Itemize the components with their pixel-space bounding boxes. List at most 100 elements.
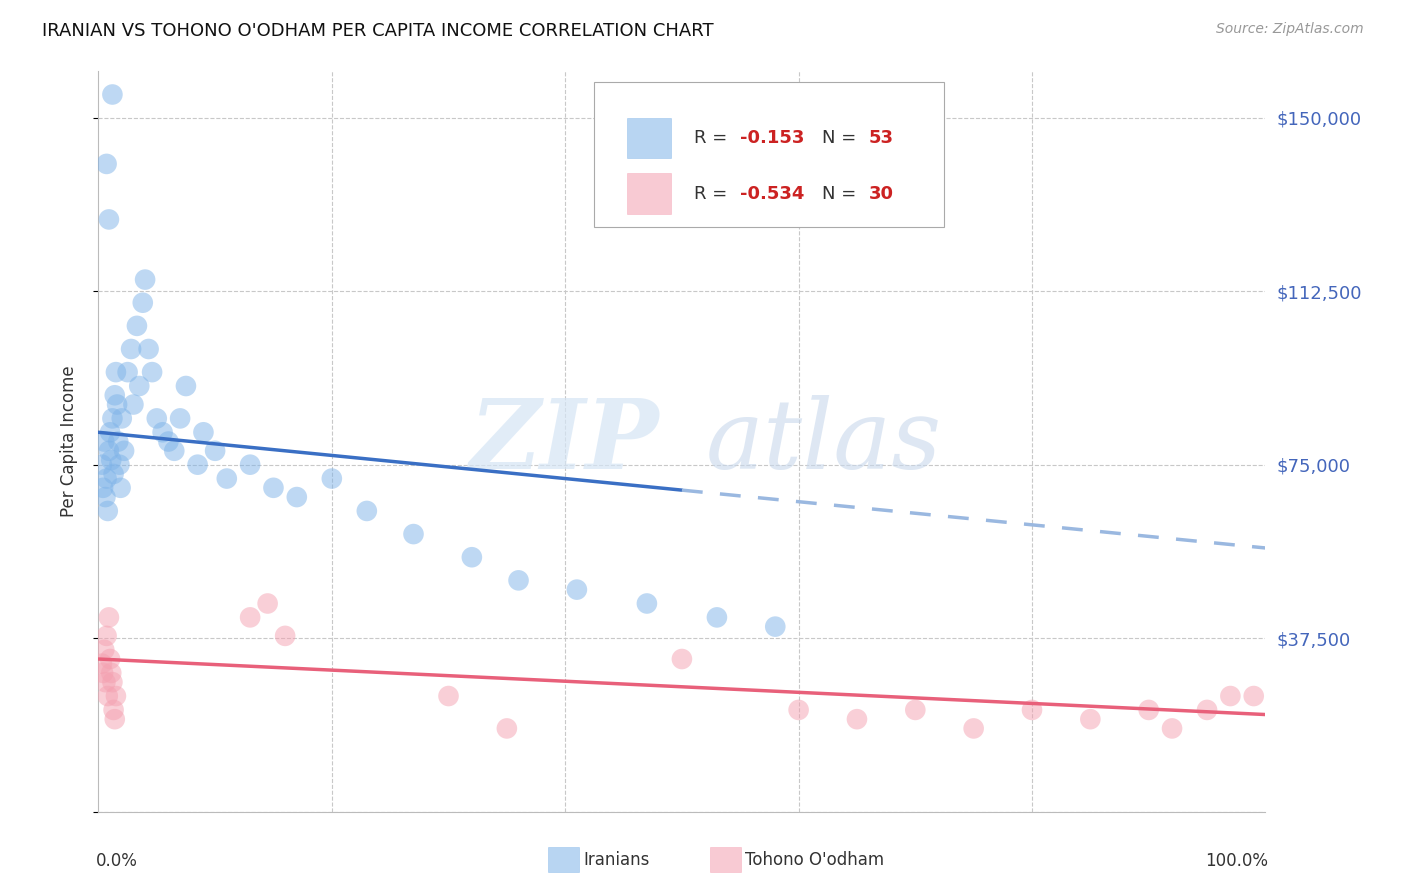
Text: atlas: atlas <box>706 394 942 489</box>
Point <box>239 610 262 624</box>
Point <box>1219 689 1241 703</box>
Point <box>134 272 156 286</box>
Point <box>706 610 728 624</box>
Point <box>120 342 142 356</box>
Point <box>152 425 174 440</box>
Point <box>904 703 927 717</box>
Point <box>138 342 160 356</box>
Point <box>508 574 530 588</box>
Text: Tohono O'odham: Tohono O'odham <box>745 851 884 869</box>
Point <box>100 665 122 680</box>
Point <box>112 443 135 458</box>
Point <box>163 443 186 458</box>
Point <box>846 712 869 726</box>
Text: 53: 53 <box>869 129 894 147</box>
Point <box>97 504 120 518</box>
Point <box>565 582 588 597</box>
Point <box>187 458 209 472</box>
Point <box>111 411 134 425</box>
FancyBboxPatch shape <box>595 82 945 227</box>
Point <box>96 471 118 485</box>
Point <box>437 689 460 703</box>
Bar <box>627 118 672 159</box>
Text: Iranians: Iranians <box>583 851 650 869</box>
Point <box>91 665 114 680</box>
Point <box>104 689 127 703</box>
Point <box>141 365 163 379</box>
Point <box>104 712 127 726</box>
Text: Source: ZipAtlas.com: Source: ZipAtlas.com <box>1216 22 1364 37</box>
Point <box>1161 722 1184 736</box>
Point <box>636 597 658 611</box>
Point <box>1195 703 1218 717</box>
Point <box>93 434 115 449</box>
Point <box>496 722 519 736</box>
Point <box>262 481 284 495</box>
Point <box>101 87 124 102</box>
Point <box>104 365 127 379</box>
Point <box>90 657 112 671</box>
Point <box>103 703 125 717</box>
Point <box>193 425 215 440</box>
Point <box>97 689 120 703</box>
Point <box>97 443 120 458</box>
Point <box>94 675 117 690</box>
Point <box>1080 712 1102 726</box>
Point <box>256 597 278 611</box>
Point <box>107 434 129 449</box>
Text: N =: N = <box>823 129 856 147</box>
Bar <box>627 173 672 214</box>
Point <box>132 295 155 310</box>
Point <box>101 675 124 690</box>
Point <box>100 453 122 467</box>
Point <box>98 425 121 440</box>
Point <box>239 458 262 472</box>
Point <box>461 550 484 565</box>
Point <box>274 629 297 643</box>
Point <box>93 642 115 657</box>
Text: ZIP: ZIP <box>470 394 658 489</box>
Text: R =: R = <box>693 129 727 147</box>
Point <box>157 434 180 449</box>
Point <box>356 504 378 518</box>
Point <box>104 388 127 402</box>
Text: 100.0%: 100.0% <box>1205 853 1268 871</box>
Point <box>103 467 125 481</box>
Point <box>97 610 120 624</box>
Point <box>146 411 169 425</box>
Text: R =: R = <box>693 185 727 202</box>
Point <box>962 722 984 736</box>
Text: N =: N = <box>823 185 856 202</box>
Point <box>215 471 238 485</box>
Text: IRANIAN VS TOHONO O'ODHAM PER CAPITA INCOME CORRELATION CHART: IRANIAN VS TOHONO O'ODHAM PER CAPITA INC… <box>42 22 714 40</box>
Text: 30: 30 <box>869 185 894 202</box>
Point <box>285 490 308 504</box>
Point <box>402 527 425 541</box>
Point <box>671 652 693 666</box>
Point <box>128 379 150 393</box>
Text: 0.0%: 0.0% <box>96 853 138 871</box>
Point <box>105 398 128 412</box>
Point <box>90 458 112 472</box>
Point <box>94 490 117 504</box>
Y-axis label: Per Capita Income: Per Capita Income <box>59 366 77 517</box>
Point <box>101 411 124 425</box>
Point <box>204 443 226 458</box>
Point <box>321 471 343 485</box>
Point <box>96 629 118 643</box>
Point <box>117 365 139 379</box>
Point <box>96 157 118 171</box>
Point <box>98 652 121 666</box>
Point <box>122 398 145 412</box>
Point <box>125 318 148 333</box>
Point <box>763 619 786 633</box>
Point <box>1137 703 1160 717</box>
Text: -0.153: -0.153 <box>741 129 804 147</box>
Point <box>108 458 131 472</box>
Point <box>110 481 132 495</box>
Point <box>174 379 197 393</box>
Point <box>91 481 114 495</box>
Point <box>97 212 120 227</box>
Point <box>1243 689 1265 703</box>
Point <box>1021 703 1043 717</box>
